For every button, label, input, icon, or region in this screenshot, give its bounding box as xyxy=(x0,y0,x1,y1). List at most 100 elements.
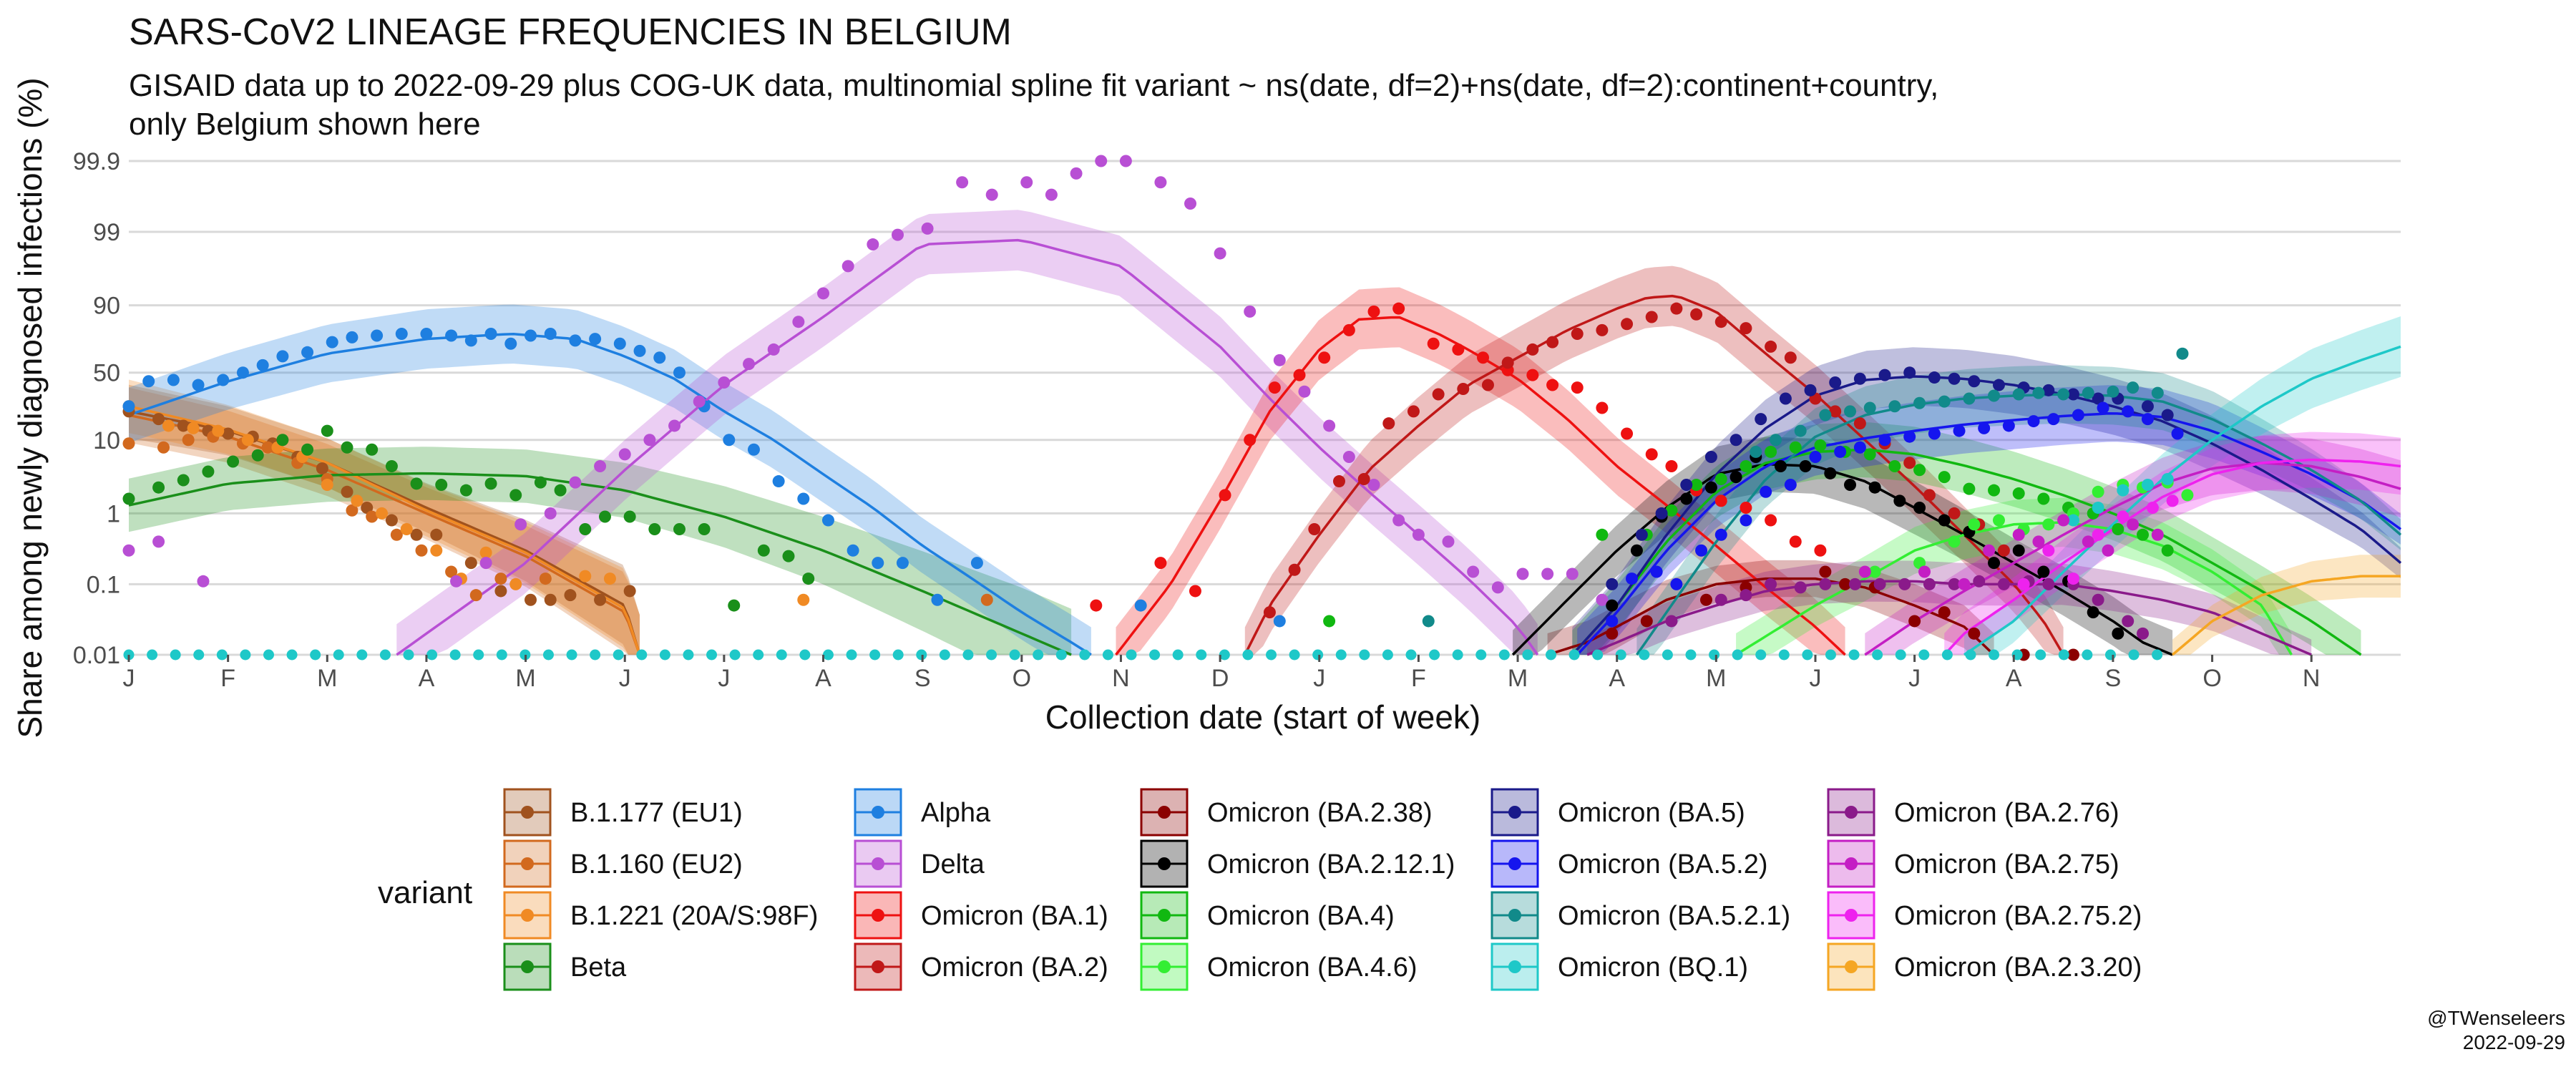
data-point-omicron-ba-1 xyxy=(1665,459,1678,472)
data-point-alpha xyxy=(931,593,944,606)
baseline-zero-point xyxy=(1918,649,1930,661)
data-point-omicron-ba-2-38 xyxy=(1699,593,1712,606)
data-point-omicron-ba-2-76 xyxy=(1898,578,1911,590)
data-point-b-1-177-eu1 xyxy=(564,589,577,602)
legend-item: B.1.160 (EU2) xyxy=(503,839,743,888)
data-point-delta xyxy=(792,316,805,328)
data-point-alpha xyxy=(1273,615,1286,628)
baseline-zero-point xyxy=(2128,649,2140,661)
data-point-b-1-177-eu1 xyxy=(341,485,353,498)
data-point-b-1-160-eu2 xyxy=(390,528,403,541)
data-point-omicron-ba-1 xyxy=(1090,599,1103,612)
legend-key-point xyxy=(1508,909,1521,922)
baseline-zero-point xyxy=(356,649,368,661)
data-point-b-1-160-eu2 xyxy=(415,544,428,557)
data-point-omicron-ba-2 xyxy=(1923,489,1936,502)
data-point-omicron-ba-2-76 xyxy=(1819,578,1832,590)
data-point-omicron-ba-2-38 xyxy=(1968,627,1981,640)
data-point-omicron-ba-2 xyxy=(1263,606,1276,619)
baseline-zero-point xyxy=(1941,649,1953,661)
legend-item: Omicron (BA.2.38) xyxy=(1140,788,1433,837)
data-point-b-1-177-eu1 xyxy=(594,593,607,606)
data-point-b-1-221-20a-s-98f xyxy=(509,578,522,590)
baseline-zero-point xyxy=(1732,649,1743,661)
fit-line-omicron-ba-5-2 xyxy=(1576,412,2402,656)
data-point-delta xyxy=(1095,155,1108,167)
data-point-omicron-ba-1 xyxy=(1367,305,1380,318)
data-point-b-1-160-eu2 xyxy=(539,572,552,585)
data-point-omicron-ba-2 xyxy=(1288,563,1301,576)
ci-band-b-1-221-20a-s-98f xyxy=(129,379,640,655)
legend-label: Omicron (BA.5.2.1) xyxy=(1558,901,1790,931)
fit-line-delta xyxy=(396,238,1539,656)
baseline-zero-point xyxy=(1335,649,1347,661)
data-point-beta xyxy=(623,510,636,523)
data-point-omicron-ba-5-2-1 xyxy=(1938,395,1951,408)
legend-key-point xyxy=(1845,806,1858,819)
data-point-delta xyxy=(1596,593,1609,606)
data-point-alpha xyxy=(797,492,810,505)
data-point-delta xyxy=(867,238,879,251)
data-point-beta xyxy=(673,522,686,535)
data-point-alpha xyxy=(589,333,602,346)
data-point-alpha xyxy=(872,557,884,570)
baseline-zero-point xyxy=(1568,649,1580,661)
data-point-alpha xyxy=(613,337,626,350)
baseline-zero-point xyxy=(1196,649,1207,661)
data-point-b-1-160-eu2 xyxy=(366,510,379,523)
x-tick-label: M xyxy=(1508,665,1528,692)
data-point-alpha xyxy=(326,336,338,349)
data-point-omicron-ba-5 xyxy=(2042,384,2055,396)
data-point-omicron-ba-2-75 xyxy=(1918,565,1931,578)
data-point-omicron-ba-4 xyxy=(1690,479,1703,492)
data-point-b-1-177-eu1 xyxy=(525,593,537,606)
data-point-omicron-ba-1 xyxy=(1392,302,1405,315)
y-tick-label: 99 xyxy=(93,219,120,246)
data-point-omicron-ba-5-2 xyxy=(1953,424,1966,437)
x-tick-label: J xyxy=(1908,665,1921,692)
data-point-omicron-ba-5 xyxy=(1704,450,1717,463)
data-point-alpha xyxy=(167,374,180,386)
ci-band-omicron-ba-4 xyxy=(1572,421,2361,655)
data-point-b-1-160-eu2 xyxy=(261,441,274,454)
data-point-omicron-ba-2-12-1 xyxy=(2087,606,2099,619)
data-point-omicron-ba-5-2 xyxy=(1978,421,1991,434)
data-point-omicron-ba-5 xyxy=(1878,369,1891,381)
data-point-omicron-ba-2-76 xyxy=(1948,578,1961,590)
data-point-omicron-ba-5-2-1 xyxy=(2082,386,2094,399)
data-point-b-1-177-eu1 xyxy=(222,427,235,440)
baseline-zero-point xyxy=(1102,649,1113,661)
baseline-zero-point xyxy=(1778,649,1790,661)
chart-subtitle-line1: GISAID data up to 2022-09-29 plus COG-UK… xyxy=(129,68,1938,103)
y-tick-label: 1 xyxy=(107,500,120,527)
data-point-beta xyxy=(202,465,215,478)
grid-layer xyxy=(129,160,2401,656)
data-point-beta xyxy=(251,449,264,462)
legend-item: Omicron (BA.4.6) xyxy=(1140,942,1418,991)
data-point-beta xyxy=(276,434,289,447)
baseline-zero-point xyxy=(193,649,205,661)
data-point-omicron-ba-2-76 xyxy=(2122,615,2135,628)
data-point-omicron-ba-2-12-1 xyxy=(1630,544,1643,557)
data-point-omicron-ba-2 xyxy=(1903,457,1916,469)
data-point-b-1-221-20a-s-98f xyxy=(400,522,413,535)
data-point-omicron-ba-5 xyxy=(1948,372,1961,385)
data-point-omicron-ba-5-2-1 xyxy=(1963,392,1976,405)
data-point-omicron-ba-5-2 xyxy=(1853,441,1866,454)
data-point-omicron-ba-2-75 xyxy=(2151,528,2164,541)
data-point-omicron-ba-5-2-1 xyxy=(1988,389,2001,402)
legend: variant B.1.177 (EU1) B.1.160 (EU2) B.1.22… xyxy=(378,788,2142,991)
data-point-omicron-ba-5-2 xyxy=(2122,405,2135,418)
data-point-omicron-ba-5-2-1 xyxy=(1750,445,1762,458)
baseline-zero-point xyxy=(753,649,764,661)
data-point-omicron-ba-2 xyxy=(1621,318,1634,331)
data-point-omicron-ba-2 xyxy=(1690,308,1703,321)
data-point-b-1-221-20a-s-98f xyxy=(241,434,254,447)
data-point-omicron-ba-5-2-1 xyxy=(2057,388,2070,401)
legend-key-point xyxy=(1158,909,1171,922)
ci-band-omicron-ba-5 xyxy=(1572,347,2401,655)
data-point-delta xyxy=(1392,514,1405,527)
data-point-beta xyxy=(728,599,741,612)
data-point-alpha xyxy=(420,328,433,341)
data-point-delta xyxy=(892,228,904,241)
